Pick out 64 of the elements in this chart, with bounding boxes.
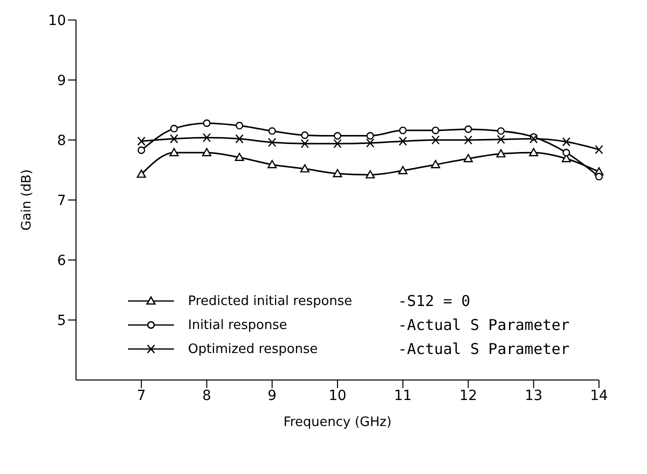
point — [464, 125, 472, 133]
x-tick-label: 9 — [268, 388, 277, 404]
x-tick-label: 11 — [394, 388, 412, 404]
point — [202, 119, 211, 127]
point — [432, 126, 440, 134]
point — [202, 148, 212, 156]
point — [595, 172, 603, 180]
x-tick-label: 12 — [459, 388, 478, 404]
point — [202, 133, 211, 142]
legend-label: Initial response — [188, 318, 288, 332]
x-tick-label: 7 — [136, 388, 146, 404]
y-tick-label: 8 — [57, 132, 66, 149]
point — [300, 139, 309, 148]
x-tick-label: 14 — [590, 388, 608, 404]
point — [366, 170, 375, 178]
point — [530, 134, 538, 144]
point — [268, 138, 276, 147]
annotation: -S12 = 0 — [398, 292, 470, 310]
point — [398, 166, 408, 174]
point — [594, 145, 604, 154]
point — [234, 152, 244, 161]
x-tick-label: 10 — [328, 388, 346, 404]
point — [562, 137, 570, 146]
y-tick-label: 9 — [57, 72, 66, 89]
point — [169, 148, 179, 156]
point — [136, 170, 146, 178]
point — [332, 169, 342, 178]
point — [430, 160, 440, 168]
point — [464, 154, 473, 162]
annotation: -Actual S Parameter — [398, 340, 570, 358]
point — [137, 136, 146, 146]
x-axis-title: Frequency (GHz) — [283, 415, 392, 430]
x-tick-label: 13 — [524, 388, 543, 404]
point — [399, 126, 407, 134]
point — [236, 122, 244, 130]
point — [268, 127, 276, 135]
point — [138, 146, 146, 154]
point — [235, 134, 244, 144]
point — [496, 134, 506, 144]
point — [301, 131, 309, 139]
y-axis-title: Gain (dB) — [20, 169, 35, 231]
point — [268, 160, 277, 168]
point — [497, 127, 505, 135]
x-tick-label: 8 — [202, 388, 212, 404]
point — [170, 134, 178, 144]
point — [300, 164, 310, 172]
y-tick-label: 10 — [48, 12, 66, 29]
point — [333, 139, 342, 148]
y-tick-label: 5 — [57, 312, 66, 329]
point — [496, 149, 506, 158]
point — [170, 124, 178, 132]
point — [334, 132, 342, 140]
point — [398, 136, 407, 146]
point — [529, 148, 538, 156]
point — [366, 132, 374, 140]
point — [366, 138, 374, 148]
legend-label: Optimized response — [188, 342, 319, 356]
y-tick-label: 6 — [57, 252, 66, 269]
y-tick-label: 7 — [57, 192, 66, 209]
annotation: -Actual S Parameter — [398, 316, 570, 334]
point — [562, 148, 570, 156]
point — [464, 135, 472, 145]
legend-label: Predicted initial response — [188, 294, 354, 308]
point — [431, 135, 440, 145]
